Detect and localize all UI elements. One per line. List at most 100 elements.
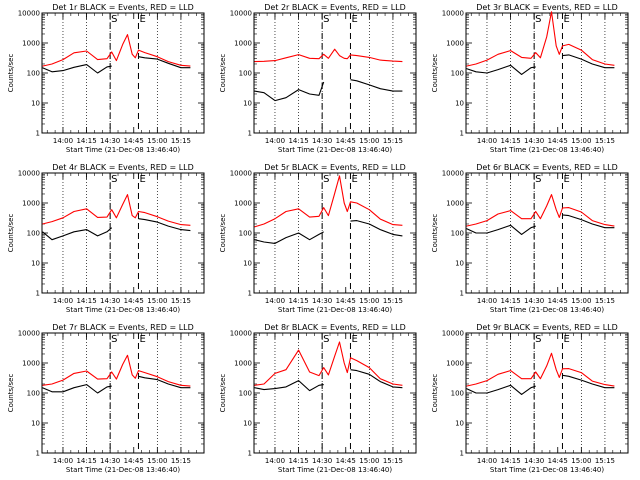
- plot-frame: [253, 332, 417, 454]
- x-tick-label: 14:00: [265, 137, 285, 145]
- plot-frame: [41, 332, 205, 454]
- y-axis-label: Counts/sec: [7, 374, 15, 413]
- y-tick-label: 1: [36, 130, 40, 138]
- x-tick-label: 15:00: [571, 137, 591, 145]
- x-tick-label: 14:15: [500, 297, 520, 305]
- y-tick-label: 1000: [234, 360, 252, 368]
- marker-e-label: E: [563, 334, 569, 345]
- y-tick-label: 10: [243, 100, 252, 108]
- y-tick-label: 10000: [230, 170, 252, 178]
- marker-s-label: S: [535, 14, 541, 25]
- lld-series-line: [466, 352, 615, 387]
- marker-s-label: S: [111, 334, 117, 345]
- marker-e-label: E: [351, 334, 357, 345]
- x-tick-label: 14:45: [336, 297, 356, 305]
- panel-title: Det 3r BLACK = Events, RED = LLD: [476, 3, 618, 12]
- y-tick-label: 10: [243, 420, 252, 428]
- y-tick-label: 10: [455, 420, 464, 428]
- x-tick-label: 14:30: [100, 457, 120, 465]
- x-tick-label: 14:15: [288, 457, 308, 465]
- panel-title: Det 8r BLACK = Events, RED = LLD: [264, 323, 406, 332]
- y-tick-label: 10000: [18, 170, 40, 178]
- events-series-line: [42, 218, 191, 241]
- x-tick-label: 15:15: [171, 297, 191, 305]
- events-series-line: [254, 369, 403, 392]
- panel-title: Det 1r BLACK = Events, RED = LLD: [52, 3, 194, 12]
- x-tick-label: 14:45: [548, 137, 568, 145]
- x-tick-label: 14:00: [477, 297, 497, 305]
- x-tick-label: 14:15: [76, 457, 96, 465]
- panel-title: Det 5r BLACK = Events, RED = LLD: [264, 163, 406, 172]
- panel-det-3r: Det 3r BLACK = Events, RED = LLD 1 10 100 10…: [431, 3, 629, 154]
- x-axis-label: Start Time (21-Dec-08 13:46:40): [278, 306, 392, 314]
- x-tick-label: 15:00: [147, 297, 167, 305]
- x-axis-label: Start Time (21-Dec-08 13:46:40): [278, 466, 392, 474]
- y-tick-label: 1: [460, 290, 464, 298]
- marker-e-label: E: [139, 14, 145, 25]
- y-tick-label: 1: [36, 290, 40, 298]
- y-tick-label: 10000: [230, 10, 252, 18]
- x-tick-label: 14:30: [312, 297, 332, 305]
- marker-s-label: S: [323, 334, 329, 345]
- marker-e-label: E: [351, 174, 357, 185]
- marker-e-label: E: [139, 334, 145, 345]
- x-axis-label: Start Time (21-Dec-08 13:46:40): [66, 306, 180, 314]
- events-series-line: [466, 374, 615, 395]
- y-tick-label: 100: [239, 230, 252, 238]
- y-tick-label: 1000: [22, 40, 40, 48]
- marker-s-label: S: [323, 174, 329, 185]
- y-tick-label: 10: [31, 260, 40, 268]
- plot-frame: [465, 12, 629, 134]
- events-series-line: [466, 54, 615, 75]
- y-tick-label: 10000: [442, 170, 464, 178]
- x-tick-label: 14:45: [124, 137, 144, 145]
- x-tick-label: 15:15: [171, 457, 191, 465]
- x-tick-label: 15:15: [595, 297, 615, 305]
- panel-title: Det 7r BLACK = Events, RED = LLD: [52, 323, 194, 332]
- lld-series-line: [466, 194, 615, 227]
- y-axis-label: Counts/sec: [7, 54, 15, 93]
- marker-e-label: E: [139, 174, 145, 185]
- y-axis-label: Counts/sec: [219, 374, 227, 413]
- y-tick-label: 100: [451, 230, 464, 238]
- y-tick-label: 10000: [442, 330, 464, 338]
- y-tick-label: 1000: [234, 40, 252, 48]
- plot-frame: [41, 12, 205, 134]
- x-tick-label: 15:00: [147, 137, 167, 145]
- panel-title: Det 6r BLACK = Events, RED = LLD: [476, 163, 618, 172]
- marker-s-label: S: [323, 14, 329, 25]
- y-axis-label: Counts/sec: [431, 54, 439, 93]
- events-series-line: [254, 220, 403, 244]
- events-series-line: [254, 79, 403, 102]
- y-tick-label: 100: [239, 70, 252, 78]
- marker-e-label: E: [351, 14, 357, 25]
- x-axis-label: Start Time (21-Dec-08 13:46:40): [490, 306, 604, 314]
- x-tick-label: 15:15: [383, 457, 403, 465]
- x-tick-label: 14:00: [477, 457, 497, 465]
- x-tick-label: 14:30: [312, 457, 332, 465]
- y-tick-label: 1000: [234, 200, 252, 208]
- x-tick-label: 14:15: [288, 137, 308, 145]
- x-tick-label: 14:15: [288, 297, 308, 305]
- y-tick-label: 1: [248, 130, 252, 138]
- x-tick-label: 14:00: [265, 457, 285, 465]
- panel-det-5r: Det 5r BLACK = Events, RED = LLD 1 10 100 10…: [219, 163, 417, 314]
- marker-s-label: S: [111, 14, 117, 25]
- y-tick-label: 100: [27, 390, 40, 398]
- y-tick-label: 10: [31, 100, 40, 108]
- y-axis-label: Counts/sec: [219, 214, 227, 253]
- events-series-line: [466, 214, 615, 235]
- plot-frame: [253, 12, 417, 134]
- y-tick-label: 1000: [22, 360, 40, 368]
- y-tick-label: 10000: [442, 10, 464, 18]
- y-axis-label: Counts/sec: [219, 54, 227, 93]
- y-tick-label: 10000: [18, 10, 40, 18]
- panel-det-7r: Det 7r BLACK = Events, RED = LLD 1 10 100 10…: [7, 323, 205, 474]
- x-tick-label: 15:15: [595, 457, 615, 465]
- lld-series-line: [42, 354, 191, 387]
- y-tick-label: 10: [243, 260, 252, 268]
- x-tick-label: 15:15: [595, 137, 615, 145]
- y-tick-label: 100: [451, 390, 464, 398]
- y-tick-label: 10000: [18, 330, 40, 338]
- y-tick-label: 1: [248, 290, 252, 298]
